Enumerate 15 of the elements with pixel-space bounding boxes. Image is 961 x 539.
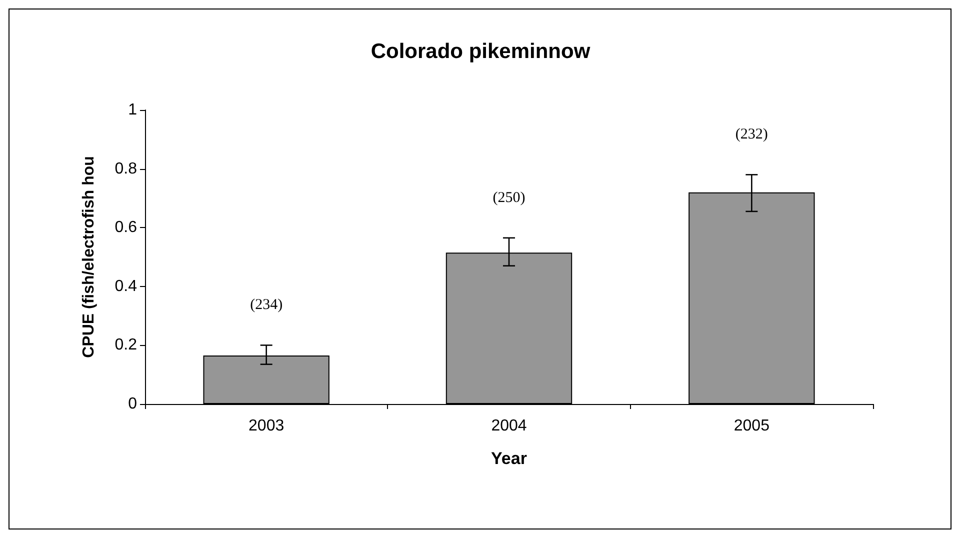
y-tick-label: 0.2 xyxy=(114,336,138,354)
x-tick-label: 2003 xyxy=(248,418,284,434)
annotation: (232) xyxy=(735,126,768,143)
y-tick-label: 0.4 xyxy=(114,278,138,295)
annotation: (250) xyxy=(492,190,526,206)
x-tick-label: 2004 xyxy=(491,418,527,434)
chart-title: Colorado pikeminnow xyxy=(370,40,591,63)
y-tick-label: 0.8 xyxy=(114,160,138,178)
y-tick-label: 0.6 xyxy=(114,219,138,236)
y-tick-label: 1 xyxy=(128,102,138,118)
y-tick-label: 0 xyxy=(128,396,138,412)
x-axis-title: Year xyxy=(491,449,528,468)
annotation: (234) xyxy=(250,297,283,314)
x-tick-label: 2005 xyxy=(734,418,770,434)
y-axis-title: CPUE (fish/electrofish hou xyxy=(80,156,98,358)
